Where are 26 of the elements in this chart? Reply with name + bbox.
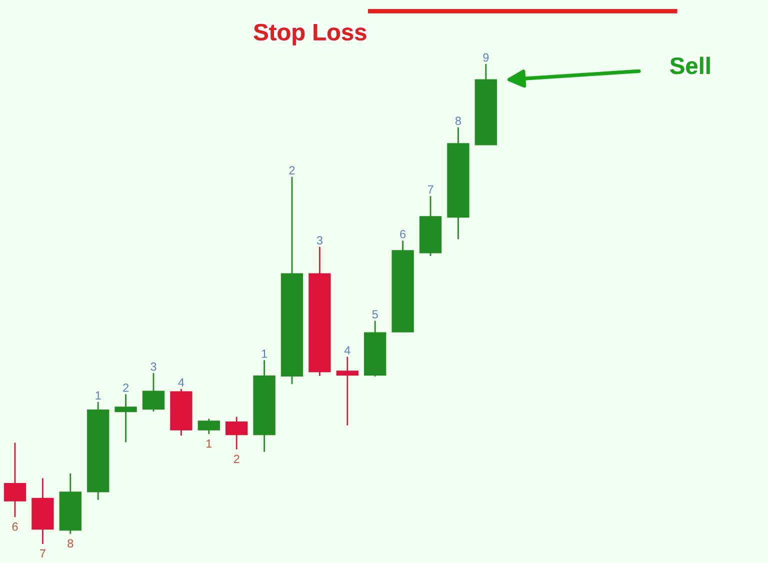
text: 8	[68, 539, 74, 548]
candlestick	[142, 372, 165, 412]
text: 4	[178, 378, 184, 387]
text: 6	[400, 230, 406, 238]
candlestick	[336, 356, 358, 426]
text: 7	[428, 185, 434, 194]
ref-line-label: Stop Loss	[254, 24, 366, 46]
candlestick	[4, 442, 26, 518]
text: 2	[234, 454, 240, 463]
text: 4	[344, 346, 350, 354]
text: Sell	[670, 56, 710, 74]
text: 1	[96, 391, 101, 400]
text: 5	[372, 310, 378, 318]
candlestick	[198, 418, 220, 435]
text: 6	[12, 522, 18, 531]
text: 9	[483, 53, 489, 62]
text: 7	[40, 549, 46, 558]
candlestick	[114, 394, 137, 443]
text: 3	[150, 362, 156, 371]
candlestick	[226, 416, 248, 450]
text: 1	[206, 440, 212, 448]
text: 2	[289, 166, 295, 174]
text: 8	[455, 116, 461, 126]
text: 3	[316, 236, 322, 245]
text: 1	[262, 350, 268, 358]
text: 2	[123, 384, 128, 392]
